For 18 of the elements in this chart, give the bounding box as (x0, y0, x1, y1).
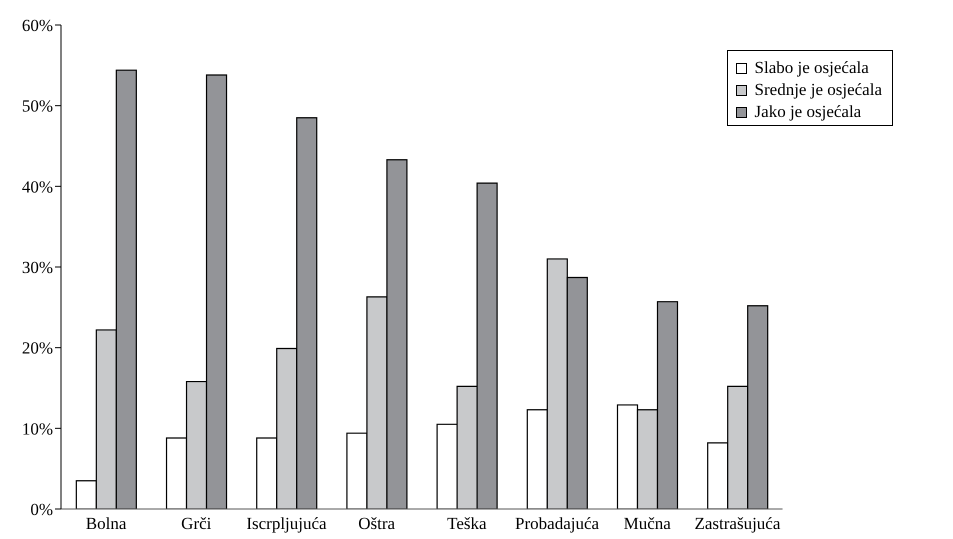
y-tick-label: 10% (22, 419, 53, 438)
x-tick-label: Grči (181, 514, 212, 534)
y-tick-label: 20% (22, 338, 53, 358)
y-tick-label: 50% (22, 96, 53, 116)
x-tick-label: Mučna (624, 514, 672, 534)
x-tick-label: Oštra (358, 514, 396, 534)
x-tick-label: Bolna (86, 514, 127, 534)
x-tick-label: Probadajuća (515, 514, 600, 534)
y-tick-label: 60% (22, 16, 53, 36)
legend-label: Jako je osjećala (754, 101, 862, 123)
x-tick-label: Zastrašujuća (694, 514, 781, 534)
y-tick-label: 30% (22, 258, 53, 278)
x-tick-label: Iscrpljujuća (246, 514, 328, 534)
legend-label: Slabo je osjećala (754, 57, 869, 79)
y-tick-label: 0% (30, 500, 53, 520)
x-tick-label: Teška (447, 514, 488, 534)
legend-label: Srednje je osjećala (754, 79, 882, 101)
y-tick-label: 40% (22, 177, 53, 196)
